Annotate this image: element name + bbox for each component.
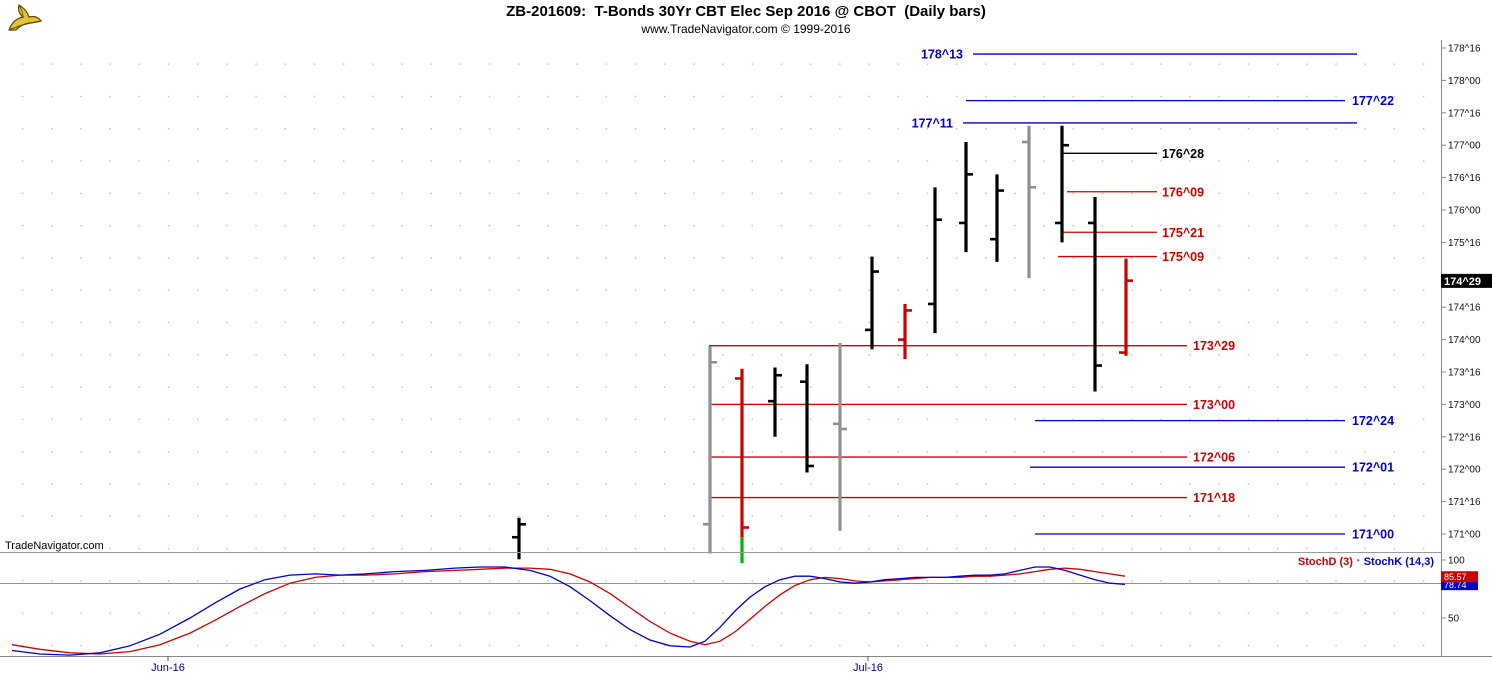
price-level-label[interactable]: 172^01 xyxy=(1352,461,1394,475)
price-axis-label: 174^00 xyxy=(1448,335,1481,346)
trade-navigator-logo xyxy=(6,2,44,34)
x-axis-month-label: Jul-16 xyxy=(853,662,883,674)
stoch-d-line xyxy=(11,567,1126,655)
price-axis-label: 178^16 xyxy=(1448,44,1481,55)
price-level-label[interactable]: 171^00 xyxy=(1352,528,1394,542)
chart-grid xyxy=(0,44,1441,656)
logo-graphic xyxy=(8,4,42,31)
price-axis-label: 173^00 xyxy=(1448,400,1481,411)
price-axis-label: 176^00 xyxy=(1448,206,1481,217)
watermark: TradeNavigator.com xyxy=(5,540,104,552)
price-axis-label: 177^16 xyxy=(1448,108,1481,119)
price-level-label[interactable]: 175^21 xyxy=(1162,226,1204,240)
price-level-label[interactable]: 177^11 xyxy=(912,116,953,130)
price-level-label[interactable]: 171^18 xyxy=(1193,491,1235,505)
price-level-label[interactable]: 175^09 xyxy=(1162,250,1204,264)
stochd-label[interactable]: StochD (3) xyxy=(1297,556,1353,568)
price-level-label[interactable]: 176^28 xyxy=(1162,147,1204,161)
stoch-value-box xyxy=(1441,579,1478,591)
chart-title: ZB-201609: T-Bonds 30Yr CBT Elec Sep 201… xyxy=(506,3,986,20)
price-level-label[interactable]: 178^13 xyxy=(921,48,963,62)
price-level-label[interactable]: 173^00 xyxy=(1193,398,1235,412)
stoch-value-label: 78.74 xyxy=(1444,580,1467,590)
price-axis-label: 171^16 xyxy=(1448,497,1481,508)
price-axis-label: 175^16 xyxy=(1448,238,1481,249)
price-axis-label: 176^16 xyxy=(1448,173,1481,184)
legend-separator: • xyxy=(1356,556,1360,565)
stoch-value-box xyxy=(1441,571,1478,583)
price-axis-label: 173^16 xyxy=(1448,368,1481,379)
price-level-label[interactable]: 172^24 xyxy=(1352,414,1394,428)
price-axis-label: 172^16 xyxy=(1448,432,1481,443)
price-axis-label: 174^16 xyxy=(1448,303,1481,314)
stoch-legend: StochD (3) • StochK (14,3) xyxy=(1298,556,1434,568)
current-price-box xyxy=(1441,273,1492,288)
current-price-label: 174^29 xyxy=(1444,276,1481,288)
price-axis-label: 177^00 xyxy=(1448,141,1481,152)
stoch-k-line xyxy=(11,566,1126,656)
price-level-label[interactable]: 177^22 xyxy=(1352,94,1394,108)
stoch-axis-label: 100 xyxy=(1448,556,1465,567)
price-level-label[interactable]: 176^09 xyxy=(1162,185,1204,199)
price-level-label[interactable]: 172^06 xyxy=(1193,451,1235,465)
price-axis-label: 172^00 xyxy=(1448,465,1481,476)
price-level-label[interactable]: 173^29 xyxy=(1193,339,1235,353)
price-axis-label: 178^00 xyxy=(1448,76,1481,87)
chart-subtitle: www.TradeNavigator.com © 1999-2016 xyxy=(641,22,851,36)
stoch-axis-label: 50 xyxy=(1448,614,1460,625)
stochk-label[interactable]: StochK (14,3) xyxy=(1363,556,1434,568)
x-axis-month-label: Jun-16 xyxy=(151,662,185,674)
price-axis-label: 171^00 xyxy=(1448,530,1481,541)
stoch-value-label: 85.57 xyxy=(1444,572,1467,582)
